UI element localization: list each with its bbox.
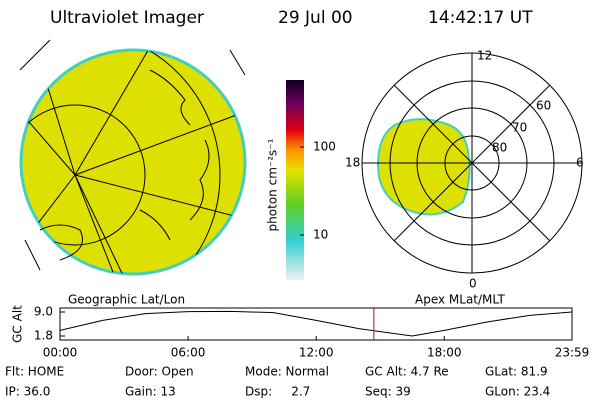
instrument: Ultraviolet Imager [50, 8, 204, 28]
mlat-label: 60 [536, 99, 551, 113]
x-tick-label: 12:00 [299, 346, 334, 360]
status-field: Dsp: 2.7 [245, 385, 310, 399]
colorbar-tick: 100 [313, 140, 336, 154]
status-field: GLat: 81.9 [485, 365, 548, 379]
mlat-label: 80 [492, 141, 507, 155]
status-field: GC Alt: 4.7 Re [365, 365, 449, 379]
status-field: GLon: 23.4 [485, 385, 550, 399]
alt-frame [59, 307, 573, 341]
mlt-label: 12 [477, 49, 492, 63]
status-field: Gain: 13 [125, 385, 176, 399]
x-tick-label: 23:59 [555, 346, 590, 360]
mlat-label: 70 [512, 121, 527, 135]
status-field: Seq: 39 [365, 385, 411, 399]
alt-curve [59, 310, 573, 337]
date: 29 Jul 00 [278, 8, 353, 28]
mlt-label: 0 [469, 277, 477, 291]
polar-plot [361, 52, 583, 274]
status-field: Mode: Normal [245, 365, 329, 379]
colorbar [286, 80, 304, 280]
x-tick-label: 06:00 [171, 346, 206, 360]
status-field: Door: Open [125, 365, 194, 379]
projection-label: Geographic Lat/Lon [68, 293, 185, 307]
y-tick-label: 1.8 [34, 329, 53, 343]
status-field: Flt: HOME [5, 365, 64, 379]
status-field: IP: 36.0 [5, 385, 50, 399]
y-axis-label: GC Alt [11, 305, 25, 343]
colorbar-label: photon cm⁻²s⁻¹ [266, 138, 280, 231]
x-tick-label: 00:00 [43, 346, 78, 360]
geographic-image [19, 39, 247, 276]
mlt-label: 18 [345, 156, 360, 170]
mlt-label: 6 [576, 156, 584, 170]
y-tick-label: 9.0 [34, 305, 53, 319]
x-tick-label: 18:00 [427, 346, 462, 360]
projection-label: Apex MLat/MLT [415, 293, 505, 307]
time: 14:42:17 UT [428, 8, 533, 28]
colorbar-tick: 10 [313, 228, 328, 242]
